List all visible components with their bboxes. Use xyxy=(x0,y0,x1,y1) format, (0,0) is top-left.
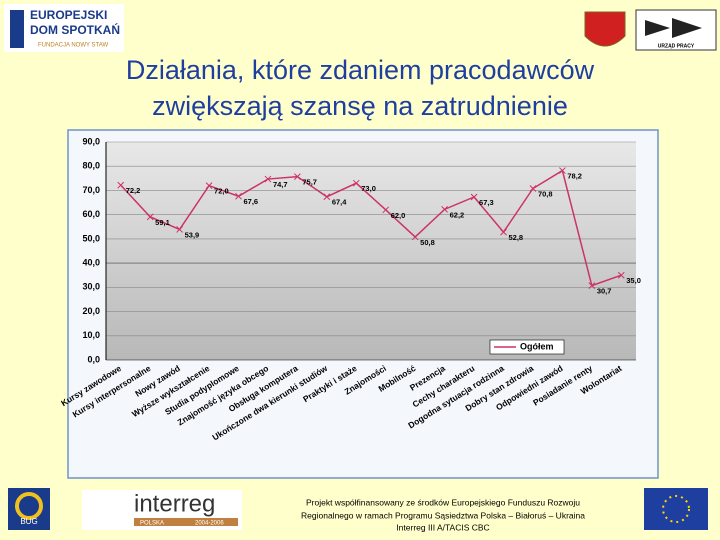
value-label: 30,7 xyxy=(597,287,612,296)
series-line xyxy=(120,169,622,287)
point-marker xyxy=(559,167,566,174)
logo-bar xyxy=(134,518,238,526)
point-marker xyxy=(323,193,331,201)
logo-icon xyxy=(10,10,24,48)
point-marker xyxy=(588,282,596,289)
legend-box xyxy=(489,339,565,355)
point-marker xyxy=(264,175,272,183)
point-marker xyxy=(146,213,154,221)
value-label: 74,7 xyxy=(273,180,288,189)
logo-text: DOM SPOTKAŃ xyxy=(30,22,120,37)
point-marker xyxy=(352,179,360,187)
point-marker xyxy=(176,226,183,233)
footer-text: Interreg III A/TACIS CBC xyxy=(396,522,489,532)
point-marker xyxy=(411,233,419,241)
y-tick-label: 60,0 xyxy=(82,209,100,219)
value-label: 67,4 xyxy=(332,198,347,207)
point-marker xyxy=(294,173,301,180)
point-marker xyxy=(617,271,625,279)
y-tick-label: 20,0 xyxy=(82,306,100,316)
point-marker xyxy=(235,192,242,200)
logo-text: interreg xyxy=(134,490,215,517)
y-tick-label: 0,0 xyxy=(87,354,100,364)
value-label: 72,2 xyxy=(126,186,141,195)
value-label: 50,8 xyxy=(420,238,435,247)
logo-text: POLSKA xyxy=(140,521,164,527)
point-marker xyxy=(470,193,478,201)
logo-text: FUNDACJA NOWY STAW xyxy=(38,43,109,49)
point-marker xyxy=(529,185,537,192)
value-label: 78,2 xyxy=(567,172,582,181)
value-label: 35,0 xyxy=(626,276,641,285)
logo-icon xyxy=(15,492,43,520)
logo-text: URZĄD PRACY xyxy=(658,43,695,49)
footer-text: Regionalnego w ramach Programu Sąsiedztw… xyxy=(301,510,585,520)
slide-title: zwiększają szansę na zatrudnienie xyxy=(152,91,568,121)
value-label: 67,3 xyxy=(479,198,494,207)
value-label: 72,0 xyxy=(214,187,229,196)
point-marker xyxy=(205,182,213,189)
y-tick-label: 50,0 xyxy=(82,233,100,243)
value-label: 62,0 xyxy=(391,211,406,220)
value-label: 73,0 xyxy=(361,184,376,193)
logo-icon xyxy=(645,18,702,38)
point-marker xyxy=(382,206,390,214)
crest xyxy=(584,11,626,47)
logo-text: 2004-2006 xyxy=(195,521,224,527)
legend-label: Ogółem xyxy=(520,341,554,351)
y-tick-label: 90,0 xyxy=(82,136,100,146)
y-tick-label: 30,0 xyxy=(82,282,100,292)
plot-area xyxy=(106,142,636,360)
slide-title: Działania, które zdaniem pracodawców xyxy=(126,55,595,85)
point-marker xyxy=(117,181,125,189)
y-tick-label: 10,0 xyxy=(82,330,100,340)
value-label: 67,6 xyxy=(244,197,259,206)
value-label: 62,2 xyxy=(450,210,465,219)
eu-stars xyxy=(662,495,690,523)
value-label: 52,8 xyxy=(509,233,524,242)
value-label: 75,7 xyxy=(302,178,317,187)
point-marker xyxy=(441,205,448,213)
eu-flag xyxy=(644,488,708,530)
value-label: 53,9 xyxy=(185,230,200,239)
logo-text: BUG xyxy=(20,517,37,526)
y-tick-label: 70,0 xyxy=(82,185,100,195)
y-tick-label: 40,0 xyxy=(82,257,100,267)
value-label: 59,1 xyxy=(155,218,170,227)
y-tick-label: 80,0 xyxy=(82,161,100,171)
point-marker xyxy=(500,228,507,236)
value-label: 70,8 xyxy=(538,189,553,198)
footer-text: Projekt współfinansowany ze środków Euro… xyxy=(306,497,580,507)
logo-text: EUROPEJSKI xyxy=(30,8,107,22)
